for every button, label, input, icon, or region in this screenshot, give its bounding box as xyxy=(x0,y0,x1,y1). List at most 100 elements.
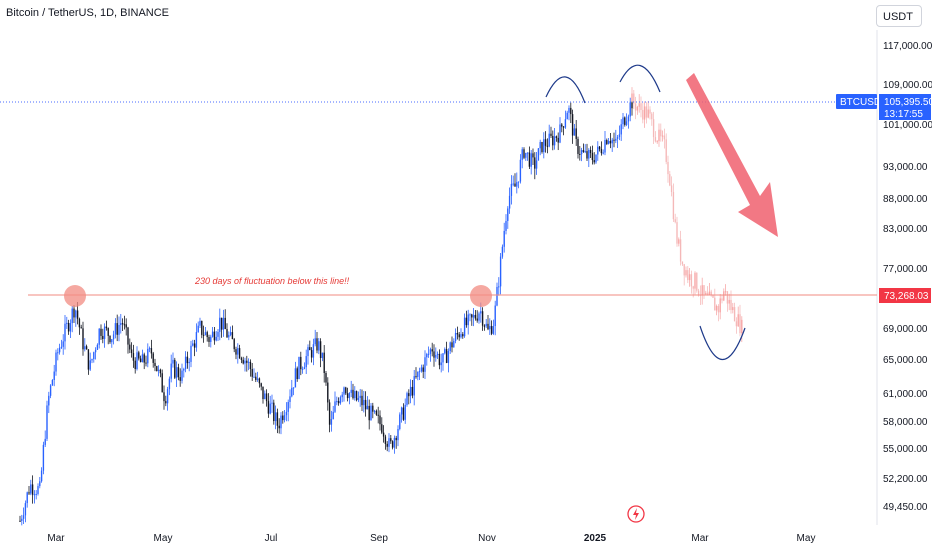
candle xyxy=(492,326,495,334)
candle xyxy=(622,117,624,125)
candle xyxy=(494,305,496,327)
touch-point-circle-right xyxy=(470,285,492,307)
candle xyxy=(589,149,592,154)
last-price-text: 105,395.50 xyxy=(884,97,932,108)
candle xyxy=(42,444,45,471)
candle xyxy=(170,363,172,379)
projected-candle xyxy=(634,103,637,111)
candle xyxy=(280,415,282,429)
candle xyxy=(238,348,241,359)
candle xyxy=(469,314,471,316)
candle xyxy=(458,334,460,338)
projected-candle xyxy=(649,109,651,114)
candle xyxy=(440,362,442,366)
candle xyxy=(247,361,250,363)
candle xyxy=(242,359,244,364)
y-tick-label: 55,000.00 xyxy=(883,444,928,455)
candle xyxy=(375,410,378,415)
candle xyxy=(535,160,538,169)
projected-candle xyxy=(712,295,714,298)
candle xyxy=(339,397,342,404)
projected-candle xyxy=(636,106,639,111)
candle xyxy=(514,183,516,187)
event-lightning-icon[interactable] xyxy=(627,505,645,523)
candle xyxy=(602,152,604,154)
candle xyxy=(215,336,217,341)
candle xyxy=(174,359,176,378)
currency-button[interactable]: USDT xyxy=(876,5,922,27)
candle xyxy=(483,325,486,327)
candle xyxy=(253,376,255,378)
projected-candle xyxy=(708,291,711,295)
candle xyxy=(224,317,226,330)
annotation-text: 230 days of fluctuation below this line!… xyxy=(194,276,350,286)
candle xyxy=(588,149,590,159)
candle xyxy=(60,346,63,348)
candle xyxy=(93,352,95,360)
candle xyxy=(519,159,522,182)
bottom-arc xyxy=(699,325,746,360)
candle xyxy=(159,369,162,374)
candle xyxy=(604,139,606,153)
candles-group xyxy=(19,97,633,526)
candle xyxy=(379,415,381,425)
candle xyxy=(571,114,574,136)
candle xyxy=(228,334,230,338)
candle xyxy=(593,160,595,163)
candle xyxy=(136,352,138,370)
y-tick-label: 109,000.00 xyxy=(883,80,932,91)
candle xyxy=(125,324,127,328)
projected-candle xyxy=(728,299,730,304)
candle xyxy=(462,334,464,337)
projected-candle xyxy=(679,239,682,262)
candle xyxy=(96,344,99,350)
candle xyxy=(283,415,286,421)
candle xyxy=(600,149,603,154)
candle xyxy=(186,356,189,364)
candle xyxy=(271,402,273,404)
candle xyxy=(249,361,252,370)
candle xyxy=(404,404,406,420)
symbol-tag: BTCUSDT xyxy=(836,94,887,109)
candle xyxy=(184,356,187,370)
candle xyxy=(145,362,147,364)
candle xyxy=(130,349,133,354)
candle xyxy=(91,359,93,361)
candle xyxy=(402,407,405,420)
candle xyxy=(165,401,167,404)
candle xyxy=(292,387,295,389)
candle xyxy=(105,326,108,329)
candle xyxy=(489,326,491,330)
candle xyxy=(453,340,455,348)
projected-candle xyxy=(692,286,694,289)
candle xyxy=(303,367,306,369)
candle xyxy=(66,322,68,324)
x-tick-label: Jul xyxy=(265,533,278,544)
projected-candle xyxy=(715,305,718,311)
candle xyxy=(400,407,403,415)
projected-candle xyxy=(669,174,671,186)
candle xyxy=(478,313,480,321)
candle xyxy=(539,142,541,149)
candle xyxy=(532,153,534,158)
candle xyxy=(262,386,264,400)
candle xyxy=(285,411,288,416)
candle xyxy=(264,393,266,400)
candle xyxy=(111,339,113,343)
y-tick-label: 117,000.00 xyxy=(883,41,932,52)
candle xyxy=(607,140,610,144)
candle xyxy=(582,150,585,152)
candle xyxy=(148,348,151,350)
candle xyxy=(294,368,297,388)
candle xyxy=(94,349,97,353)
candle xyxy=(570,107,572,115)
candle xyxy=(577,138,579,154)
candle xyxy=(487,323,489,330)
projected-candle xyxy=(670,185,673,192)
candle xyxy=(408,393,410,397)
projected-candle xyxy=(717,305,720,313)
candle xyxy=(424,357,426,372)
candle xyxy=(508,195,511,209)
candle xyxy=(422,367,424,372)
